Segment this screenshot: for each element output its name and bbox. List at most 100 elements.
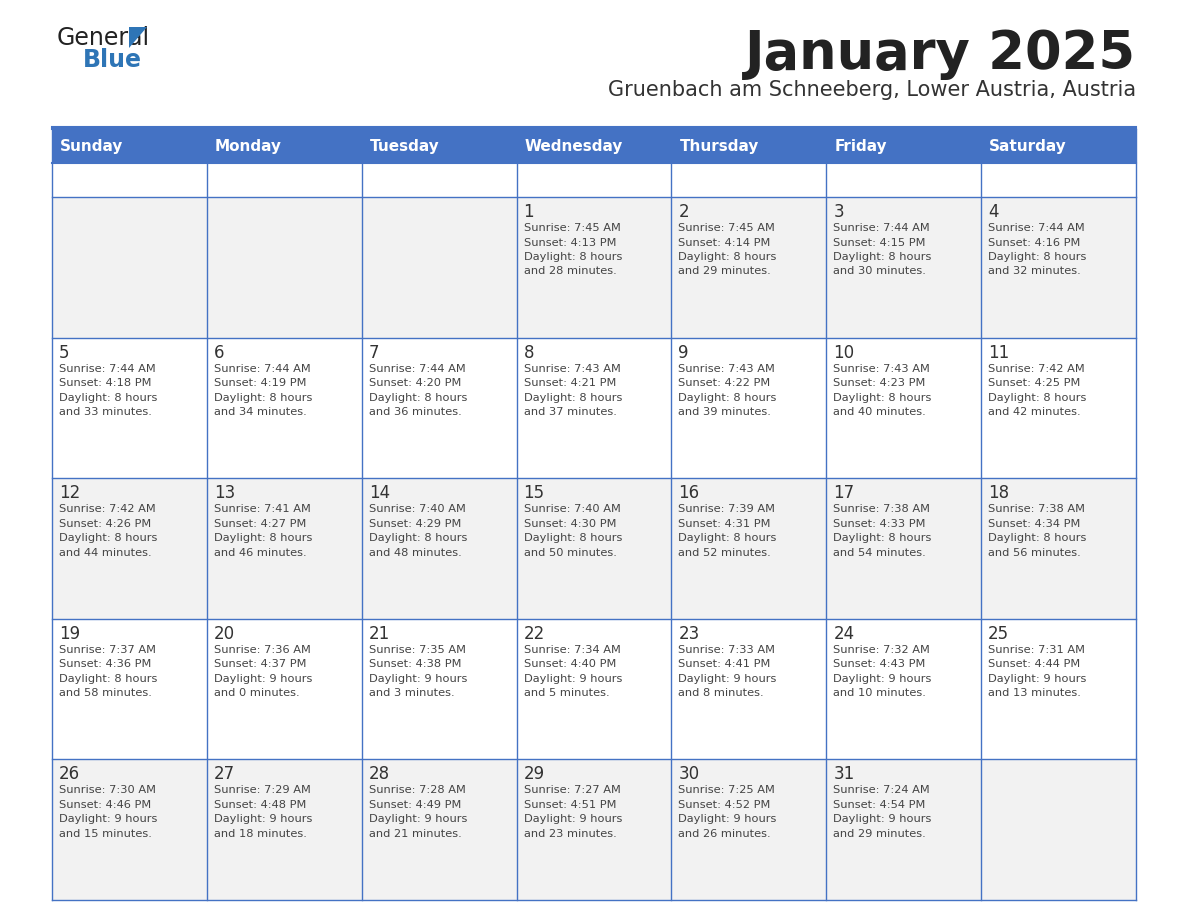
- Text: Daylight: 8 hours: Daylight: 8 hours: [678, 533, 777, 543]
- Text: and 36 minutes.: and 36 minutes.: [368, 407, 461, 417]
- Text: Sunset: 4:40 PM: Sunset: 4:40 PM: [524, 659, 615, 669]
- Bar: [361, 478, 517, 619]
- Bar: [52, 478, 207, 619]
- Bar: [981, 129, 1136, 163]
- Text: Sunrise: 7:36 AM: Sunrise: 7:36 AM: [214, 644, 311, 655]
- Text: Daylight: 9 hours: Daylight: 9 hours: [214, 674, 312, 684]
- Text: Sunrise: 7:43 AM: Sunrise: 7:43 AM: [524, 364, 620, 374]
- Text: Blue: Blue: [83, 48, 143, 72]
- Text: 31: 31: [833, 766, 854, 783]
- Text: Sunset: 4:49 PM: Sunset: 4:49 PM: [368, 800, 461, 810]
- Bar: [207, 197, 361, 338]
- Text: Sunset: 4:15 PM: Sunset: 4:15 PM: [833, 238, 925, 248]
- Text: 29: 29: [524, 766, 544, 783]
- Bar: [517, 619, 671, 759]
- Text: Sunday: Sunday: [61, 139, 124, 153]
- Text: Daylight: 8 hours: Daylight: 8 hours: [59, 674, 157, 684]
- Bar: [981, 478, 1136, 619]
- Bar: [207, 129, 361, 163]
- Bar: [981, 197, 1136, 338]
- Text: and 28 minutes.: and 28 minutes.: [524, 266, 617, 276]
- Text: 6: 6: [214, 343, 225, 362]
- Text: 30: 30: [678, 766, 700, 783]
- Bar: [52, 129, 207, 163]
- Text: 20: 20: [214, 625, 235, 643]
- Text: 19: 19: [59, 625, 80, 643]
- Text: Daylight: 8 hours: Daylight: 8 hours: [988, 252, 1087, 262]
- Text: Daylight: 9 hours: Daylight: 9 hours: [59, 814, 157, 824]
- Text: 12: 12: [59, 484, 81, 502]
- Bar: [671, 619, 827, 759]
- Text: 26: 26: [59, 766, 80, 783]
- Text: Daylight: 9 hours: Daylight: 9 hours: [678, 674, 777, 684]
- Text: and 29 minutes.: and 29 minutes.: [678, 266, 771, 276]
- Text: 7: 7: [368, 343, 379, 362]
- Text: 24: 24: [833, 625, 854, 643]
- Text: Sunset: 4:21 PM: Sunset: 4:21 PM: [524, 378, 615, 388]
- Bar: [207, 619, 361, 759]
- Text: Sunset: 4:31 PM: Sunset: 4:31 PM: [678, 519, 771, 529]
- Bar: [207, 338, 361, 478]
- Text: Daylight: 8 hours: Daylight: 8 hours: [368, 533, 467, 543]
- Text: Daylight: 9 hours: Daylight: 9 hours: [678, 814, 777, 824]
- Text: and 54 minutes.: and 54 minutes.: [833, 548, 925, 558]
- Text: Sunrise: 7:27 AM: Sunrise: 7:27 AM: [524, 786, 620, 795]
- Bar: [361, 197, 517, 338]
- Text: Sunset: 4:48 PM: Sunset: 4:48 PM: [214, 800, 307, 810]
- Text: 22: 22: [524, 625, 545, 643]
- Text: and 15 minutes.: and 15 minutes.: [59, 829, 152, 839]
- Text: 17: 17: [833, 484, 854, 502]
- Text: and 8 minutes.: and 8 minutes.: [678, 688, 764, 699]
- Text: Daylight: 9 hours: Daylight: 9 hours: [833, 814, 931, 824]
- Text: Friday: Friday: [834, 139, 887, 153]
- Text: Sunrise: 7:33 AM: Sunrise: 7:33 AM: [678, 644, 776, 655]
- Bar: [517, 478, 671, 619]
- Bar: [207, 759, 361, 900]
- Text: Sunset: 4:38 PM: Sunset: 4:38 PM: [368, 659, 461, 669]
- Bar: [361, 759, 517, 900]
- Text: Sunrise: 7:40 AM: Sunrise: 7:40 AM: [368, 504, 466, 514]
- Bar: [827, 619, 981, 759]
- Text: Daylight: 9 hours: Daylight: 9 hours: [833, 674, 931, 684]
- Bar: [52, 759, 207, 900]
- Text: and 56 minutes.: and 56 minutes.: [988, 548, 1081, 558]
- Text: 23: 23: [678, 625, 700, 643]
- Bar: [517, 338, 671, 478]
- Text: Sunrise: 7:31 AM: Sunrise: 7:31 AM: [988, 644, 1085, 655]
- Polygon shape: [129, 27, 147, 48]
- Bar: [827, 197, 981, 338]
- Text: Daylight: 8 hours: Daylight: 8 hours: [524, 252, 623, 262]
- Text: Sunset: 4:41 PM: Sunset: 4:41 PM: [678, 659, 771, 669]
- Text: Sunset: 4:36 PM: Sunset: 4:36 PM: [59, 659, 151, 669]
- Bar: [671, 197, 827, 338]
- Text: and 29 minutes.: and 29 minutes.: [833, 829, 925, 839]
- Text: Sunrise: 7:37 AM: Sunrise: 7:37 AM: [59, 644, 156, 655]
- Text: 5: 5: [59, 343, 70, 362]
- Text: Sunset: 4:13 PM: Sunset: 4:13 PM: [524, 238, 617, 248]
- Text: Sunrise: 7:45 AM: Sunrise: 7:45 AM: [678, 223, 776, 233]
- Bar: [827, 338, 981, 478]
- Text: Sunset: 4:33 PM: Sunset: 4:33 PM: [833, 519, 925, 529]
- Text: 28: 28: [368, 766, 390, 783]
- Bar: [671, 338, 827, 478]
- Text: Sunset: 4:16 PM: Sunset: 4:16 PM: [988, 238, 1081, 248]
- Bar: [361, 129, 517, 163]
- Text: and 30 minutes.: and 30 minutes.: [833, 266, 927, 276]
- Text: Daylight: 8 hours: Daylight: 8 hours: [988, 533, 1087, 543]
- Text: 8: 8: [524, 343, 535, 362]
- Bar: [52, 338, 207, 478]
- Text: Sunset: 4:18 PM: Sunset: 4:18 PM: [59, 378, 152, 388]
- Text: General: General: [57, 26, 150, 50]
- Bar: [981, 619, 1136, 759]
- Text: Daylight: 8 hours: Daylight: 8 hours: [678, 252, 777, 262]
- Text: Sunset: 4:23 PM: Sunset: 4:23 PM: [833, 378, 925, 388]
- Text: and 3 minutes.: and 3 minutes.: [368, 688, 454, 699]
- Text: Sunrise: 7:38 AM: Sunrise: 7:38 AM: [988, 504, 1085, 514]
- Text: and 39 minutes.: and 39 minutes.: [678, 407, 771, 417]
- Text: and 58 minutes.: and 58 minutes.: [59, 688, 152, 699]
- Text: Daylight: 8 hours: Daylight: 8 hours: [214, 533, 312, 543]
- Text: 9: 9: [678, 343, 689, 362]
- Text: and 23 minutes.: and 23 minutes.: [524, 829, 617, 839]
- Text: Sunset: 4:27 PM: Sunset: 4:27 PM: [214, 519, 307, 529]
- Text: Sunrise: 7:25 AM: Sunrise: 7:25 AM: [678, 786, 776, 795]
